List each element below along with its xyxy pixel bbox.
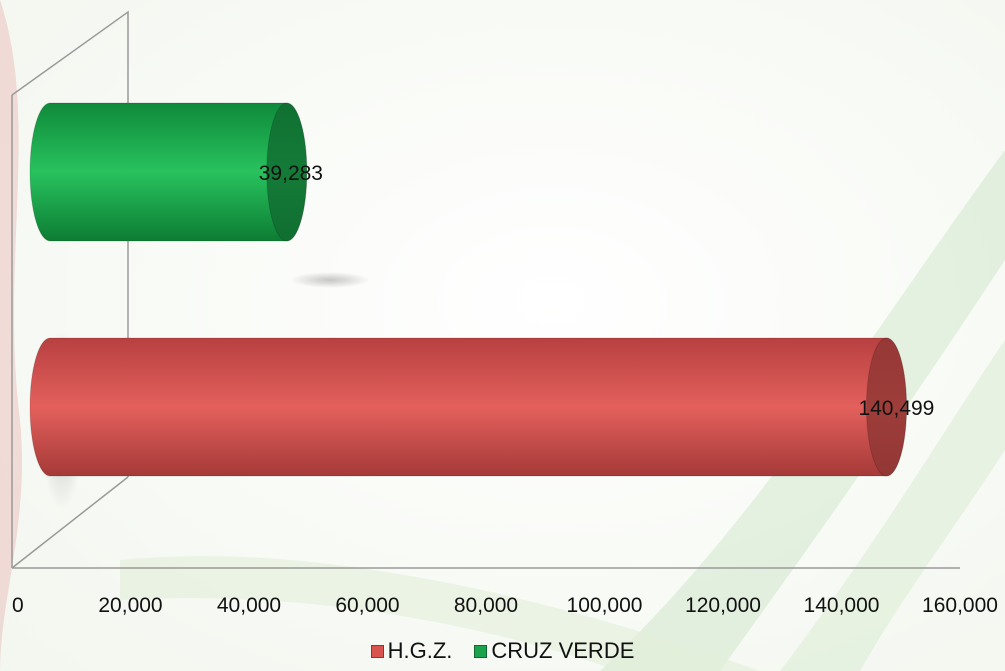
data-label: 39,283 [259, 162, 323, 185]
legend-item: CRUZ VERDE [474, 638, 634, 664]
x-tick-label: 140,000 [804, 594, 880, 617]
x-tick-label: 40,000 [217, 594, 281, 617]
x-tick-label: 20,000 [98, 594, 162, 617]
data-label: 140,499 [858, 397, 934, 420]
x-tick-label: 120,000 [685, 594, 761, 617]
legend-label: CRUZ VERDE [491, 638, 635, 663]
legend-swatch [474, 644, 488, 658]
chart-frame [11, 10, 960, 569]
legend: H.G.Z. CRUZ VERDE [0, 638, 1005, 664]
bar-cruz-verde: 39,283 [29, 102, 323, 242]
x-tick-label: 160,000 [922, 594, 998, 617]
bar-shadow [290, 272, 370, 288]
legend-item: H.G.Z. [370, 638, 453, 664]
x-tick-label: 0 [12, 594, 24, 617]
legend-swatch [370, 644, 384, 658]
bar-h-g-z: 140,499 [29, 337, 934, 477]
x-tick-label: 60,000 [335, 594, 399, 617]
legend-label: H.G.Z. [387, 638, 453, 663]
x-tick-label: 80,000 [454, 594, 518, 617]
left-ornament [0, 0, 23, 671]
x-tick-label: 100,000 [567, 594, 643, 617]
